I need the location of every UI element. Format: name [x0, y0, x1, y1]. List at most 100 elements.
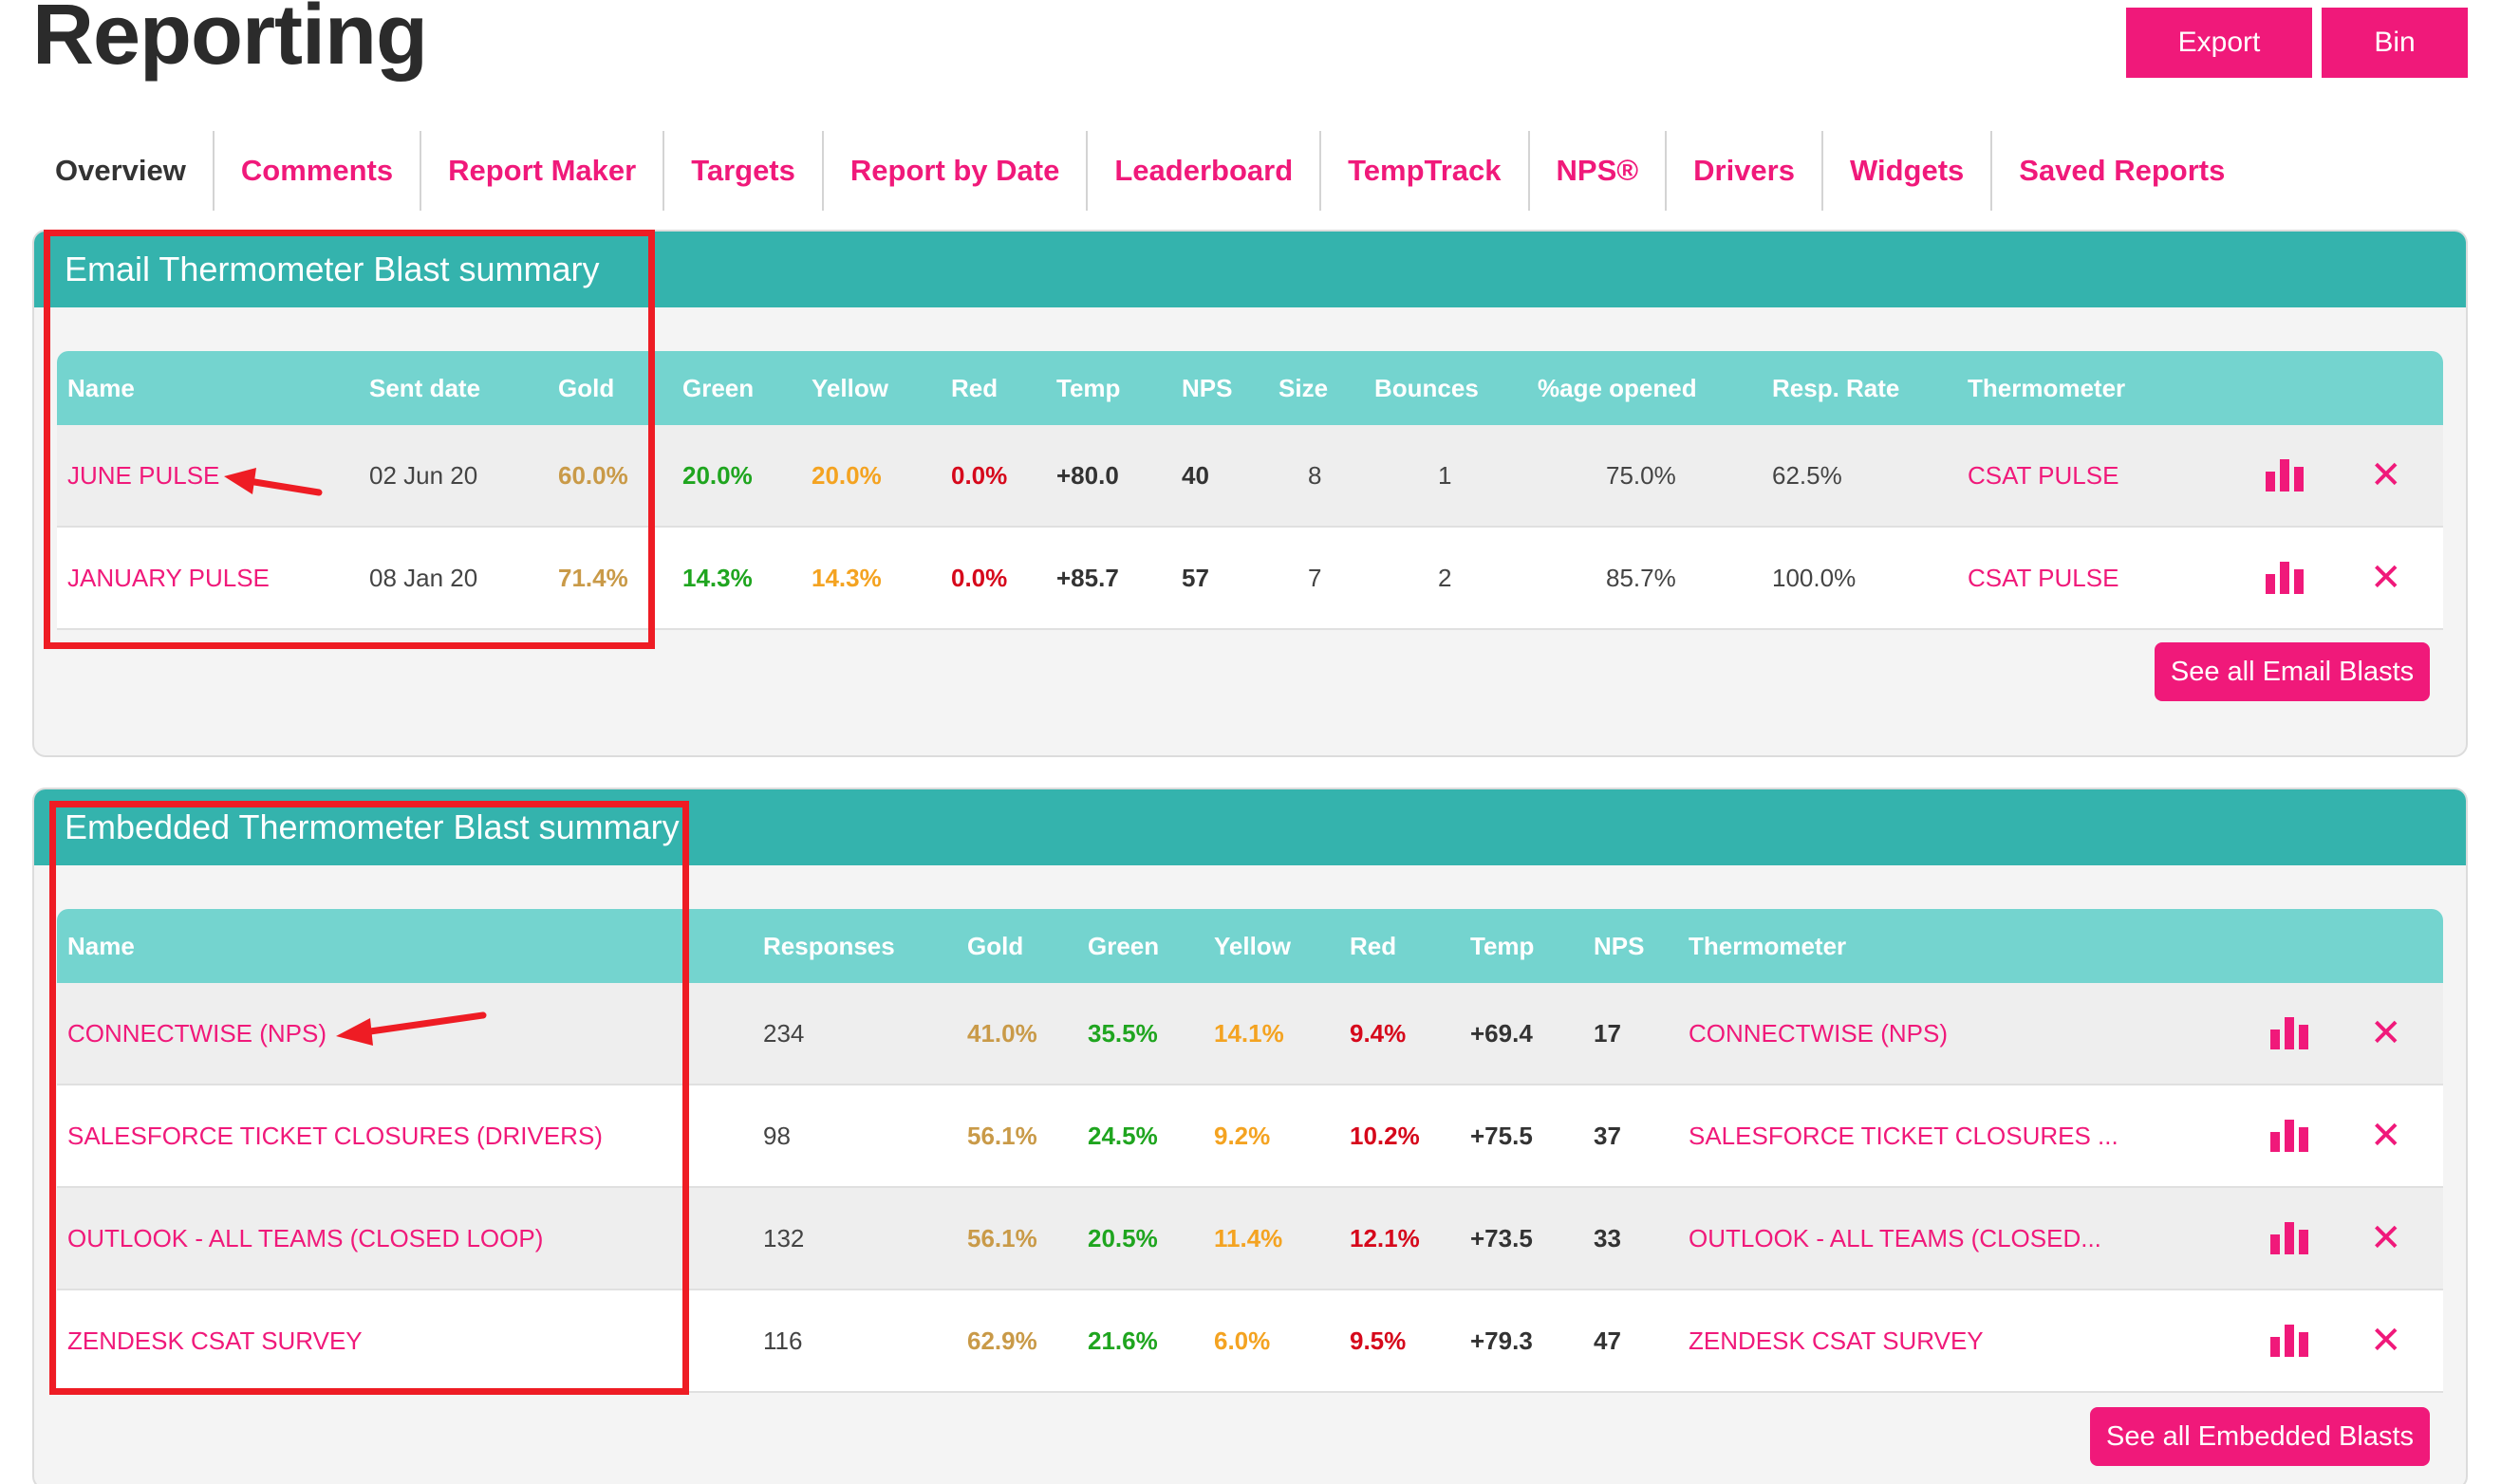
temp-value: +73.5	[1470, 1223, 1533, 1252]
sent-date: 02 Jun 20	[369, 460, 478, 490]
tab-leaderboard[interactable]: Leaderboard	[1088, 131, 1322, 211]
col-resp-rate: Resp. Rate	[1772, 373, 1900, 402]
yellow-value: 6.0%	[1214, 1326, 1271, 1355]
thermometer-link[interactable]: SALESFORCE TICKET CLOSURES ...	[1689, 1121, 2118, 1150]
yellow-value: 14.3%	[812, 563, 882, 592]
tab-report-maker[interactable]: Report Maker	[421, 131, 665, 211]
green-value: 20.5%	[1088, 1223, 1158, 1252]
bar-chart-icon[interactable]	[2270, 1290, 2308, 1391]
blast-name-link[interactable]: JANUARY PULSE	[67, 563, 270, 592]
green-value: 35.5%	[1088, 1018, 1158, 1048]
thermometer-link[interactable]: ZENDESK CSAT SURVEY	[1689, 1326, 1984, 1355]
table-row: CONNECTWISE (NPS) 234 41.0% 35.5% 14.1% …	[57, 983, 2443, 1085]
embedded-table-header: Name Responses Gold Green Yellow Red Tem…	[57, 909, 2443, 983]
blast-name-link[interactable]: CONNECTWISE (NPS)	[67, 1018, 327, 1048]
export-button[interactable]: Export	[2126, 8, 2312, 78]
nps-value: 57	[1182, 563, 1209, 592]
thermometer-link[interactable]: CSAT PULSE	[1968, 563, 2119, 592]
blast-name-link[interactable]: SALESFORCE TICKET CLOSURES (DRIVERS)	[67, 1121, 603, 1150]
col-temp: Temp	[1056, 373, 1121, 402]
gold-value: 71.4%	[558, 563, 628, 592]
tab-overview[interactable]: Overview	[28, 131, 215, 211]
bar-chart-icon[interactable]	[2266, 425, 2304, 526]
nps-value: 47	[1594, 1326, 1621, 1355]
gold-value: 56.1%	[967, 1223, 1037, 1252]
tab-saved-reports[interactable]: Saved Reports	[2019, 154, 2226, 187]
close-icon[interactable]: ✕	[2370, 557, 2402, 599]
col-bounces: Bounces	[1374, 373, 1479, 402]
tab-report-by-date[interactable]: Report by Date	[824, 131, 1089, 211]
sent-date: 08 Jan 20	[369, 563, 478, 592]
red-value: 9.4%	[1350, 1018, 1407, 1048]
blast-name-link[interactable]: OUTLOOK - ALL TEAMS (CLOSED LOOP)	[67, 1223, 544, 1252]
red-value: 12.1%	[1350, 1223, 1420, 1252]
close-icon[interactable]: ✕	[2370, 1012, 2402, 1054]
col-name: Name	[67, 931, 135, 960]
close-icon[interactable]: ✕	[2370, 1217, 2402, 1259]
responses-value: 116	[763, 1326, 803, 1355]
tab-drivers[interactable]: Drivers	[1667, 131, 1823, 211]
opened-value: 75.0%	[1606, 460, 1676, 490]
nps-value: 17	[1594, 1018, 1621, 1048]
thermometer-link[interactable]: CSAT PULSE	[1968, 460, 2119, 490]
embedded-panel-title: Embedded Thermometer Blast summary	[34, 789, 2466, 865]
green-value: 24.5%	[1088, 1121, 1158, 1150]
yellow-value: 11.4%	[1214, 1223, 1283, 1252]
tab-widgets[interactable]: Widgets	[1823, 131, 1993, 211]
col-responses: Responses	[763, 931, 895, 960]
nps-value: 40	[1182, 460, 1209, 490]
col-red: Red	[1350, 931, 1397, 960]
yellow-value: 20.0%	[812, 460, 882, 490]
col-nps: NPS	[1182, 373, 1233, 402]
embedded-blast-panel: Embedded Thermometer Blast summary Name …	[32, 788, 2468, 1484]
thermometer-link[interactable]: CONNECTWISE (NPS)	[1689, 1018, 1948, 1048]
temp-value: +80.0	[1056, 460, 1119, 490]
close-icon[interactable]: ✕	[2370, 1320, 2402, 1362]
red-value: 0.0%	[951, 460, 1008, 490]
bounces-value: 1	[1438, 460, 1452, 490]
bar-chart-icon[interactable]	[2266, 528, 2304, 628]
green-value: 21.6%	[1088, 1326, 1158, 1355]
tab-bar: Overview Comments Report Maker Targets R…	[28, 131, 2251, 211]
bar-chart-icon[interactable]	[2270, 1085, 2308, 1186]
col-sent-date: Sent date	[369, 373, 481, 402]
bar-chart-icon[interactable]	[2270, 1188, 2308, 1289]
gold-value: 41.0%	[967, 1018, 1037, 1048]
red-value: 0.0%	[951, 563, 1008, 592]
thermometer-link[interactable]: OUTLOOK - ALL TEAMS (CLOSED...	[1689, 1223, 2101, 1252]
email-table-header: Name Sent date Gold Green Yellow Red Tem…	[57, 351, 2443, 425]
responses-value: 98	[763, 1121, 791, 1150]
tab-targets[interactable]: Targets	[664, 131, 824, 211]
close-icon[interactable]: ✕	[2370, 1115, 2402, 1157]
col-size: Size	[1278, 373, 1329, 402]
tab-temptrack[interactable]: TempTrack	[1321, 131, 1530, 211]
embedded-blast-table: Name Responses Gold Green Yellow Red Tem…	[57, 909, 2443, 1393]
email-blast-table: Name Sent date Gold Green Yellow Red Tem…	[57, 351, 2443, 630]
size-value: 8	[1308, 460, 1322, 490]
annotation-box	[44, 230, 655, 649]
tab-comments[interactable]: Comments	[215, 131, 422, 211]
green-value: 20.0%	[682, 460, 753, 490]
temp-value: +85.7	[1056, 563, 1119, 592]
nps-value: 33	[1594, 1223, 1621, 1252]
col-temp: Temp	[1470, 931, 1535, 960]
col-green: Green	[1088, 931, 1160, 960]
see-all-embedded-blasts-button[interactable]: See all Embedded Blasts	[2090, 1407, 2430, 1466]
yellow-value: 14.1%	[1214, 1018, 1284, 1048]
bar-chart-icon[interactable]	[2270, 983, 2308, 1084]
table-row: JANUARY PULSE 08 Jan 20 71.4% 14.3% 14.3…	[57, 528, 2443, 630]
blast-name-link[interactable]: ZENDESK CSAT SURVEY	[67, 1326, 363, 1355]
blast-name-link[interactable]: JUNE PULSE	[67, 460, 220, 490]
tab-nps[interactable]: NPS®	[1530, 131, 1668, 211]
col-thermometer: Thermometer	[1689, 931, 1847, 960]
bin-button[interactable]: Bin	[2322, 8, 2468, 78]
gold-value: 60.0%	[558, 460, 628, 490]
size-value: 7	[1308, 563, 1322, 592]
gold-value: 62.9%	[967, 1326, 1037, 1355]
col-gold: Gold	[558, 373, 615, 402]
close-icon[interactable]: ✕	[2370, 454, 2402, 496]
responses-value: 132	[763, 1223, 805, 1252]
see-all-email-blasts-button[interactable]: See all Email Blasts	[2155, 642, 2430, 701]
page-title: Reporting	[32, 0, 428, 83]
